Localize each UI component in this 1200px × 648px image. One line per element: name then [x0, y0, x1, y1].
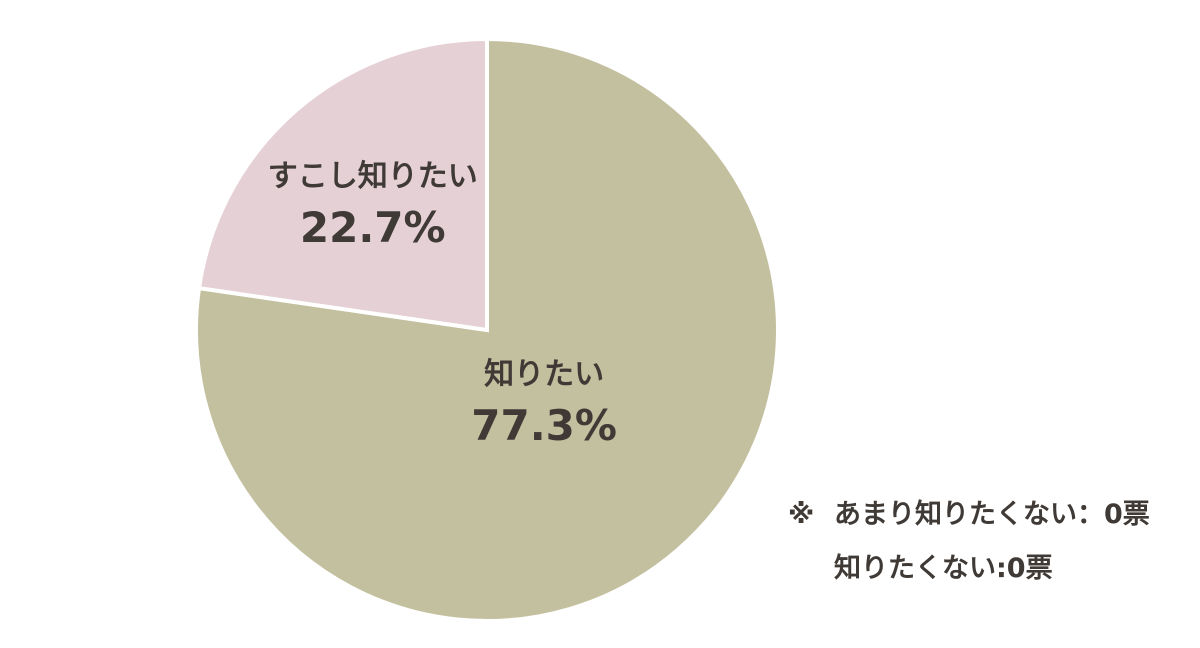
footnote-row-1: ※ あまり知りたくない：0票 — [788, 488, 1198, 542]
footnote-mark: ※ — [788, 499, 815, 530]
pie-slice-value-0: 77.3% — [471, 401, 617, 450]
pie-slice-label-1: すこし知りたい — [268, 159, 478, 194]
pie-slices — [194, 36, 780, 623]
pie-slice-0 — [194, 36, 780, 623]
pie-slice-label-0: 知りたい — [484, 357, 604, 392]
footnote-line-2: 知りたくない:0票 — [834, 553, 1053, 584]
footnote-line-1: あまり知りたくない：0票 — [834, 499, 1150, 530]
footnote-row-2: 知りたくない:0票 — [788, 542, 1198, 596]
pie-slice-1 — [196, 36, 489, 333]
footnote: ※ あまり知りたくない：0票 知りたくない:0票 — [788, 488, 1198, 596]
pie-slice-value-1: 22.7% — [300, 203, 446, 252]
pie-labels: 知りたい 77.3% すこし知りたい 22.7% — [268, 159, 617, 450]
